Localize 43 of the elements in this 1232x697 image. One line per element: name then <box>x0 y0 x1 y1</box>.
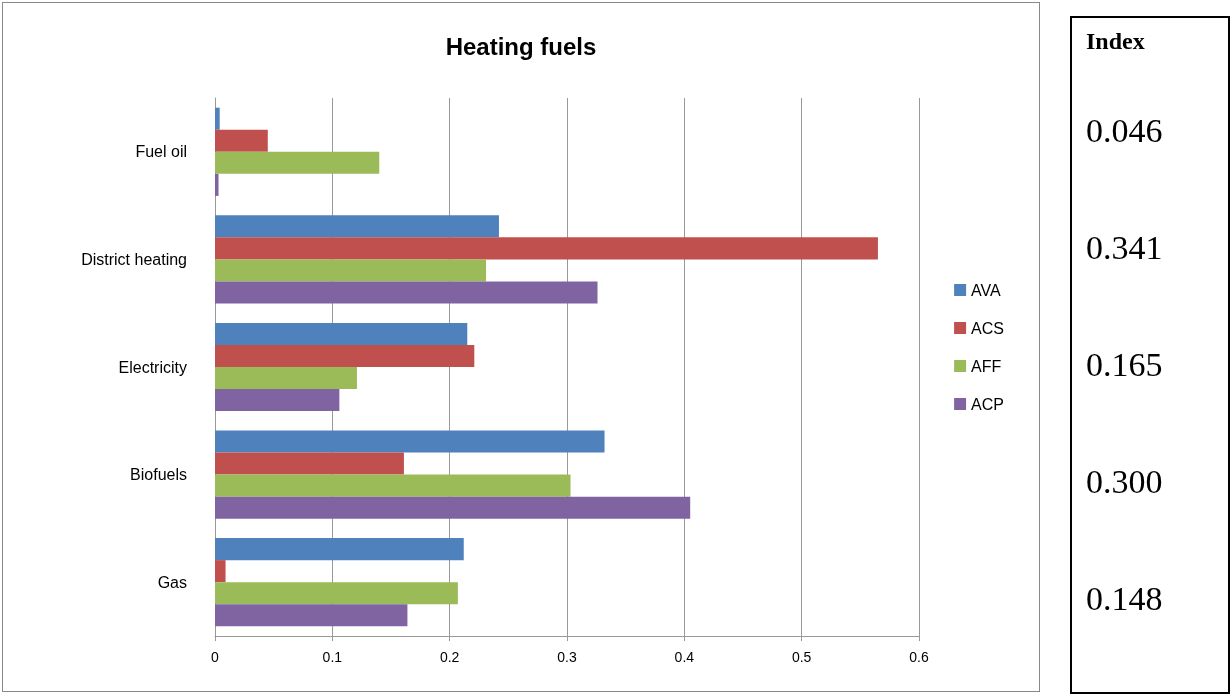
bar <box>215 215 499 238</box>
bar <box>215 496 691 519</box>
bar <box>215 151 380 174</box>
chart-title: Heating fuels <box>445 32 597 60</box>
bar <box>215 474 571 497</box>
legend-label: AFF <box>971 357 1002 375</box>
text: 0.300 <box>1086 463 1163 501</box>
bar <box>215 389 340 412</box>
bar <box>215 582 458 605</box>
bar <box>215 430 605 453</box>
bar <box>215 237 878 260</box>
bar <box>215 173 219 196</box>
bar <box>215 107 220 130</box>
x-tick-label: 0 <box>211 649 220 665</box>
bar <box>215 281 598 304</box>
bar <box>215 604 408 627</box>
bar <box>215 367 357 390</box>
bar <box>215 452 404 475</box>
y-tick-label: Biofuels <box>130 466 187 484</box>
x-tick-label: 0.5 <box>791 649 812 665</box>
x-tick-label: 0.3 <box>557 649 577 665</box>
x-tick-label: 0.1 <box>322 649 343 665</box>
y-tick-label: Electricity <box>118 358 187 376</box>
y-tick-label: District heating <box>81 250 187 268</box>
text: Index <box>1086 28 1145 55</box>
x-tick-label: 0.2 <box>439 649 460 665</box>
text: 0.341 <box>1086 229 1163 267</box>
bar <box>215 344 475 367</box>
legend-label: ACP <box>971 395 1005 413</box>
x-tick-label: 0.4 <box>674 649 695 665</box>
text: 0.165 <box>1086 346 1163 384</box>
bar <box>215 322 468 345</box>
bar <box>215 538 464 561</box>
y-tick-label: Fuel oil <box>135 143 187 161</box>
text: 0.046 <box>1086 112 1163 150</box>
legend-label: AVA <box>971 281 1002 299</box>
x-tick-label: 0.6 <box>909 649 929 665</box>
y-tick-label: Gas <box>157 573 187 591</box>
legend-label: ACS <box>971 319 1005 337</box>
bar <box>215 129 268 152</box>
bar <box>215 560 226 583</box>
bar <box>215 259 487 282</box>
text: 0.148 <box>1086 580 1163 618</box>
